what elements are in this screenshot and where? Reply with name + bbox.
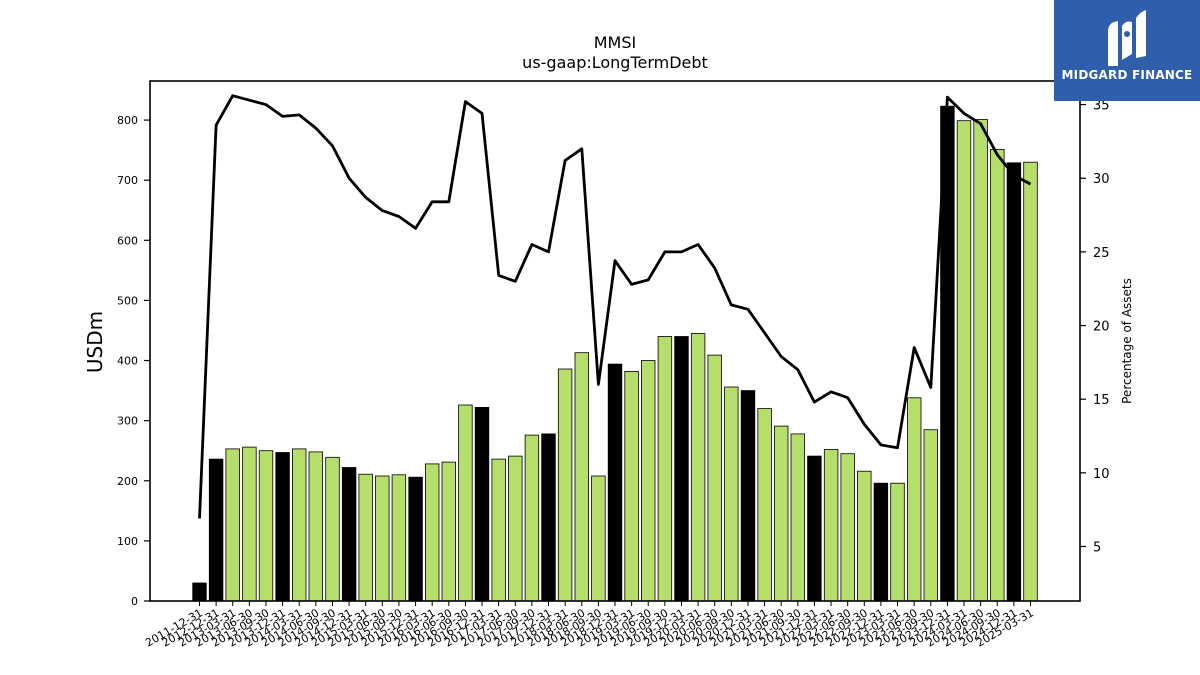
bar (890, 482, 905, 602)
y2-tick-label: 10 (1093, 467, 1110, 482)
y-tick-label: 800 (117, 114, 138, 127)
y-tick-label: 500 (117, 294, 138, 307)
bar (674, 336, 689, 602)
y2-axis-label: Percentage of Assets (1120, 278, 1134, 404)
bar (258, 450, 274, 602)
bar (341, 467, 357, 602)
bars-layer (192, 105, 1038, 602)
bar (358, 473, 373, 602)
bar (757, 408, 772, 602)
bar (242, 446, 257, 602)
bar (907, 397, 922, 602)
bar (923, 429, 939, 602)
bar (624, 370, 639, 602)
y2-tick-label: 5 (1093, 540, 1101, 555)
bar (607, 363, 623, 602)
brand-logo: MIDGARD FINANCE (1054, 0, 1200, 101)
bar (956, 120, 972, 602)
bar (823, 449, 839, 602)
chart-title: MMSI (594, 33, 636, 52)
y-tick-label: 100 (117, 535, 138, 548)
bar (973, 119, 988, 602)
bar (524, 434, 540, 602)
bar (857, 470, 872, 602)
bar (325, 456, 340, 602)
bar (375, 475, 390, 602)
bar (990, 149, 1005, 602)
bar (308, 451, 324, 602)
bar (574, 352, 590, 602)
y2-tick-label: 35 (1093, 99, 1110, 114)
bar (873, 482, 889, 602)
bar (541, 433, 556, 602)
bar (1023, 161, 1038, 602)
midgard-m-logo-icon (1108, 10, 1146, 66)
y-tick-label: 0 (131, 595, 138, 608)
bar (275, 452, 290, 602)
bar (291, 448, 307, 602)
y-axis-label: USDm (83, 311, 107, 373)
chart-subtitle: us-gaap:LongTermDebt (522, 53, 708, 72)
bar (458, 404, 473, 602)
bar (408, 476, 423, 602)
bar (474, 406, 490, 602)
bar (591, 475, 606, 602)
bar (807, 455, 822, 602)
bar (657, 336, 673, 602)
bar (740, 390, 756, 602)
y-tick-label: 600 (117, 234, 138, 247)
line-layer (198, 94, 1032, 519)
y-tick-label: 200 (117, 475, 138, 488)
bar (424, 463, 440, 602)
bar (1006, 162, 1022, 602)
bar (690, 333, 706, 602)
brand-name: MIDGARD FINANCE (1061, 68, 1193, 82)
bar (840, 453, 855, 602)
y-tick-label: 700 (117, 174, 138, 187)
bar (441, 461, 457, 602)
y-tick-label: 300 (117, 415, 138, 428)
bar (641, 360, 656, 602)
bar (790, 433, 806, 602)
y2-tick-label: 25 (1093, 246, 1110, 261)
y2-tick-label: 20 (1093, 320, 1110, 335)
y2-tick-label: 30 (1093, 172, 1110, 187)
percentage-line (198, 94, 1032, 519)
bar (192, 582, 207, 602)
bar (724, 386, 739, 602)
bar (557, 368, 573, 602)
bar (491, 458, 506, 602)
axes-layer: 0100200300400500600700800510152025303520… (117, 80, 1110, 650)
bar (225, 448, 240, 602)
bar (774, 425, 789, 602)
y-tick-label: 400 (117, 355, 138, 368)
bar (391, 474, 407, 602)
y2-tick-label: 15 (1093, 393, 1110, 408)
bar (208, 458, 224, 602)
bar (508, 455, 523, 602)
bar (707, 354, 722, 602)
